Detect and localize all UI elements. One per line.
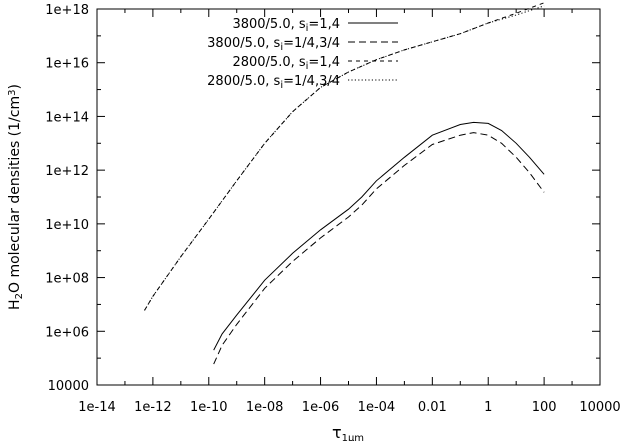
x-tick-label-2: 1e-10 — [190, 400, 228, 415]
y-axis-title: H2O molecular densities (1/cm3) — [7, 84, 25, 310]
y-tick-label-7: 1e+18 — [45, 3, 89, 18]
y-tick-label-2: 1e+08 — [45, 272, 89, 287]
legend-label-1: 3800/5.0, si=1,4 — [232, 17, 340, 34]
series-line-3 — [144, 2, 545, 311]
y-title-sup: 3 — [7, 90, 18, 96]
y-tick-label-0: 10000 — [48, 379, 89, 394]
legend-label-4: 2800/5.0, si=1/4,3/4 — [207, 74, 340, 91]
lines-layer — [144, 2, 545, 365]
x-tick-label-9: 10000 — [579, 400, 620, 415]
x-title-main: τ — [332, 423, 342, 441]
legend-label-3: 2800/5.0, si=1,4 — [232, 55, 340, 72]
x-title-sub: 1μm — [342, 433, 364, 441]
x-tick-label-3: 1e-08 — [246, 400, 284, 415]
series-line-1 — [213, 121, 545, 351]
legend: 3800/5.0, si=1,4 3800/5.0, si=1/4,3/4 2800… — [207, 17, 398, 91]
y-tick-label-4: 1e+12 — [45, 164, 89, 179]
y-tick-label-3: 1e+10 — [45, 218, 89, 233]
x-tick-label-5: 1e-04 — [358, 400, 396, 415]
y-title-sub: 2 — [14, 293, 25, 299]
x-tick-label-6: 0.01 — [418, 400, 447, 415]
series-line-2 — [213, 132, 545, 365]
ticks-layer: 1e-14 1e-12 1e-10 1e-08 1e-06 1e-04 0.01 1 100 10… — [45, 3, 620, 415]
plot-frame — [96, 8, 601, 386]
y-tick-label-6: 1e+16 — [45, 57, 89, 72]
x-tick-label-4: 1e-06 — [302, 400, 340, 415]
legend-label-2: 3800/5.0, si=1/4,3/4 — [207, 36, 340, 53]
y-tick-label-5: 1e+14 — [45, 110, 89, 125]
y-tick-label-1: 1e+06 — [45, 325, 89, 340]
y-title-part1: H — [7, 299, 23, 310]
y-title-part3: ) — [7, 84, 23, 89]
x-tick-label-8: 100 — [532, 400, 557, 415]
x-tick-label-7: 1 — [484, 400, 492, 415]
series-line-4 — [144, 5, 545, 311]
svg-text:H2O molecular densities (1/cm3: H2O molecular densities (1/cm3) — [7, 84, 25, 310]
x-tick-label-0: 1e-14 — [78, 400, 116, 415]
x-axis-title: τ1μm — [332, 423, 364, 441]
y-title-part2: O molecular densities (1/cm — [7, 96, 23, 293]
x-tick-label-1: 1e-12 — [134, 400, 172, 415]
